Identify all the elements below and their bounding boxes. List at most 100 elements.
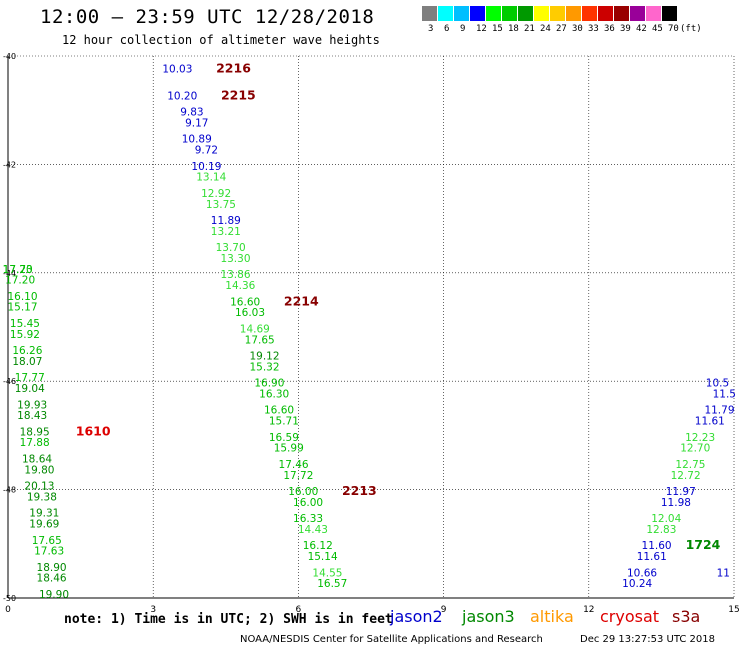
data-point-s3a: 12.92 xyxy=(201,188,231,200)
data-point-cryosat: 18.07 xyxy=(12,356,42,368)
legend-label: (ft) xyxy=(680,24,702,34)
data-point-jason3: 12.72 xyxy=(671,470,701,482)
data-point-jason3: 11.61 xyxy=(637,551,667,563)
x-tick-label: 15 xyxy=(728,605,739,615)
data-point-jason3: 12.23 xyxy=(685,432,715,444)
legend-swatch xyxy=(470,6,486,21)
data-point-s3a: 14.69 xyxy=(240,323,270,335)
data-point-cryosat: 17.70 xyxy=(3,264,33,276)
data-point-cryosat: 19.90 xyxy=(39,589,69,601)
data-point-cryosat: 18.43 xyxy=(17,410,47,422)
legend-label: 42 xyxy=(636,24,647,34)
data-point-cryosat: 17.63 xyxy=(34,546,64,558)
y-tick-label: -40 xyxy=(3,52,16,61)
data-point-jason3: 11.79 xyxy=(704,405,734,417)
data-point-s3a: 14.43 xyxy=(298,524,328,536)
data-point-jason3: 12.70 xyxy=(680,443,710,455)
data-point-cryosat: 17.20 xyxy=(5,275,35,287)
legend-label: 3 xyxy=(428,24,434,34)
pass-time-label: 2215 xyxy=(221,87,256,102)
data-point-s3a: 13.70 xyxy=(216,242,246,254)
data-point-cryosat: 18.46 xyxy=(37,573,67,585)
data-point-jason3: 12.75 xyxy=(675,459,705,471)
legend-swatch xyxy=(646,6,662,21)
data-point-cryosat: 17.65 xyxy=(32,535,62,547)
data-point-jason3: 11.60 xyxy=(642,540,672,552)
data-point-s3a: 13.30 xyxy=(220,253,250,265)
satellite-label-altika: altika xyxy=(530,607,574,626)
data-point-cryosat: 15.92 xyxy=(10,329,40,341)
legend-swatch xyxy=(598,6,614,21)
data-point-s3a: 17.72 xyxy=(283,470,313,482)
legend-swatch xyxy=(662,6,678,21)
data-point-jason3: 11.97 xyxy=(666,486,696,498)
data-point-jason2: 11 xyxy=(717,567,730,579)
x-tick-label: 0 xyxy=(5,605,11,615)
data-point-s3a: 10.03 xyxy=(162,63,192,75)
data-point-s3a: 15.14 xyxy=(308,551,338,563)
satellite-label-jason3: jason3 xyxy=(462,607,515,626)
data-point-s3a: 16.00 xyxy=(288,486,318,498)
chart-subtitle: 12 hour collection of altimeter wave hei… xyxy=(62,33,380,47)
y-tick-label: -44 xyxy=(3,269,16,278)
data-point-s3a: 15.32 xyxy=(249,361,279,373)
data-point-cryosat: 20.13 xyxy=(24,481,54,493)
y-tick-label: -50 xyxy=(3,594,16,603)
data-point-s3a: 16.59 xyxy=(269,432,299,444)
legend-label: 12 xyxy=(476,24,487,34)
x-tick-label: 6 xyxy=(296,605,302,615)
data-point-s3a: 16.60 xyxy=(230,296,260,308)
legend-swatch xyxy=(486,6,502,21)
data-point-s3a: 13.86 xyxy=(220,269,250,281)
satellite-label-s3a: s3a xyxy=(672,607,701,626)
legend-label: 33 xyxy=(588,24,599,34)
legend-label: 30 xyxy=(572,24,583,34)
data-point-cryosat: 19.38 xyxy=(27,491,57,503)
data-point-cryosat: 18.64 xyxy=(22,454,52,466)
legend-label: 18 xyxy=(508,24,519,34)
data-point-s3a: 16.30 xyxy=(259,388,289,400)
pass-time-label: 2213 xyxy=(342,483,377,498)
data-point-s3a: 9.17 xyxy=(185,117,208,129)
y-tick-label: -48 xyxy=(3,486,16,495)
pass-time-label: 2216 xyxy=(216,60,251,75)
y-tick-label: -46 xyxy=(3,377,16,386)
data-point-s3a: 11.89 xyxy=(211,215,241,227)
data-point-s3a: 17.65 xyxy=(245,334,275,346)
data-point-cryosat: 19.69 xyxy=(29,519,59,531)
data-point-s3a: 14.55 xyxy=(312,567,342,579)
data-point-s3a: 16.00 xyxy=(293,497,323,509)
data-point-cryosat: 17.77 xyxy=(15,372,45,384)
data-point-cryosat: 19.93 xyxy=(17,399,47,411)
pass-time-label: 1724 xyxy=(686,537,721,552)
data-point-jason3: 10.24 xyxy=(622,578,652,590)
data-point-cryosat: 19.80 xyxy=(24,464,54,476)
data-point-s3a: 16.57 xyxy=(317,578,347,590)
data-point-cryosat: 16.26 xyxy=(12,345,42,357)
legend-swatch xyxy=(502,6,518,21)
pass-time-label: 2214 xyxy=(284,293,319,308)
data-point-s3a: 15.71 xyxy=(269,416,299,428)
data-point-s3a: 13.21 xyxy=(211,226,241,238)
legend-swatch xyxy=(566,6,582,21)
data-point-s3a: 19.12 xyxy=(249,351,279,363)
legend-label: 21 xyxy=(524,24,535,34)
data-point-s3a: 16.90 xyxy=(254,378,284,390)
data-point-jason3: 11.5 xyxy=(713,388,736,400)
data-point-cryosat: 19.04 xyxy=(15,383,45,395)
x-tick-label: 9 xyxy=(441,605,447,615)
data-point-jason3: 12.04 xyxy=(651,513,681,525)
data-point-s3a: 9.72 xyxy=(195,145,218,157)
legend-label: 70 xyxy=(668,24,679,34)
data-point-cryosat: 17.88 xyxy=(20,437,50,449)
chart-title: 12:00 – 23:59 UTC 12/28/2018 xyxy=(40,6,375,28)
data-point-s3a: 17.46 xyxy=(279,459,309,471)
data-point-jason3: 11.98 xyxy=(661,497,691,509)
legend-label: 39 xyxy=(620,24,631,34)
legend-swatch xyxy=(614,6,630,21)
satellite-label-cryosat: cryosat xyxy=(600,607,660,626)
data-point-s3a: 15.99 xyxy=(274,443,304,455)
data-point-s3a: 16.12 xyxy=(303,540,333,552)
data-point-s3a: 16.33 xyxy=(293,513,323,525)
